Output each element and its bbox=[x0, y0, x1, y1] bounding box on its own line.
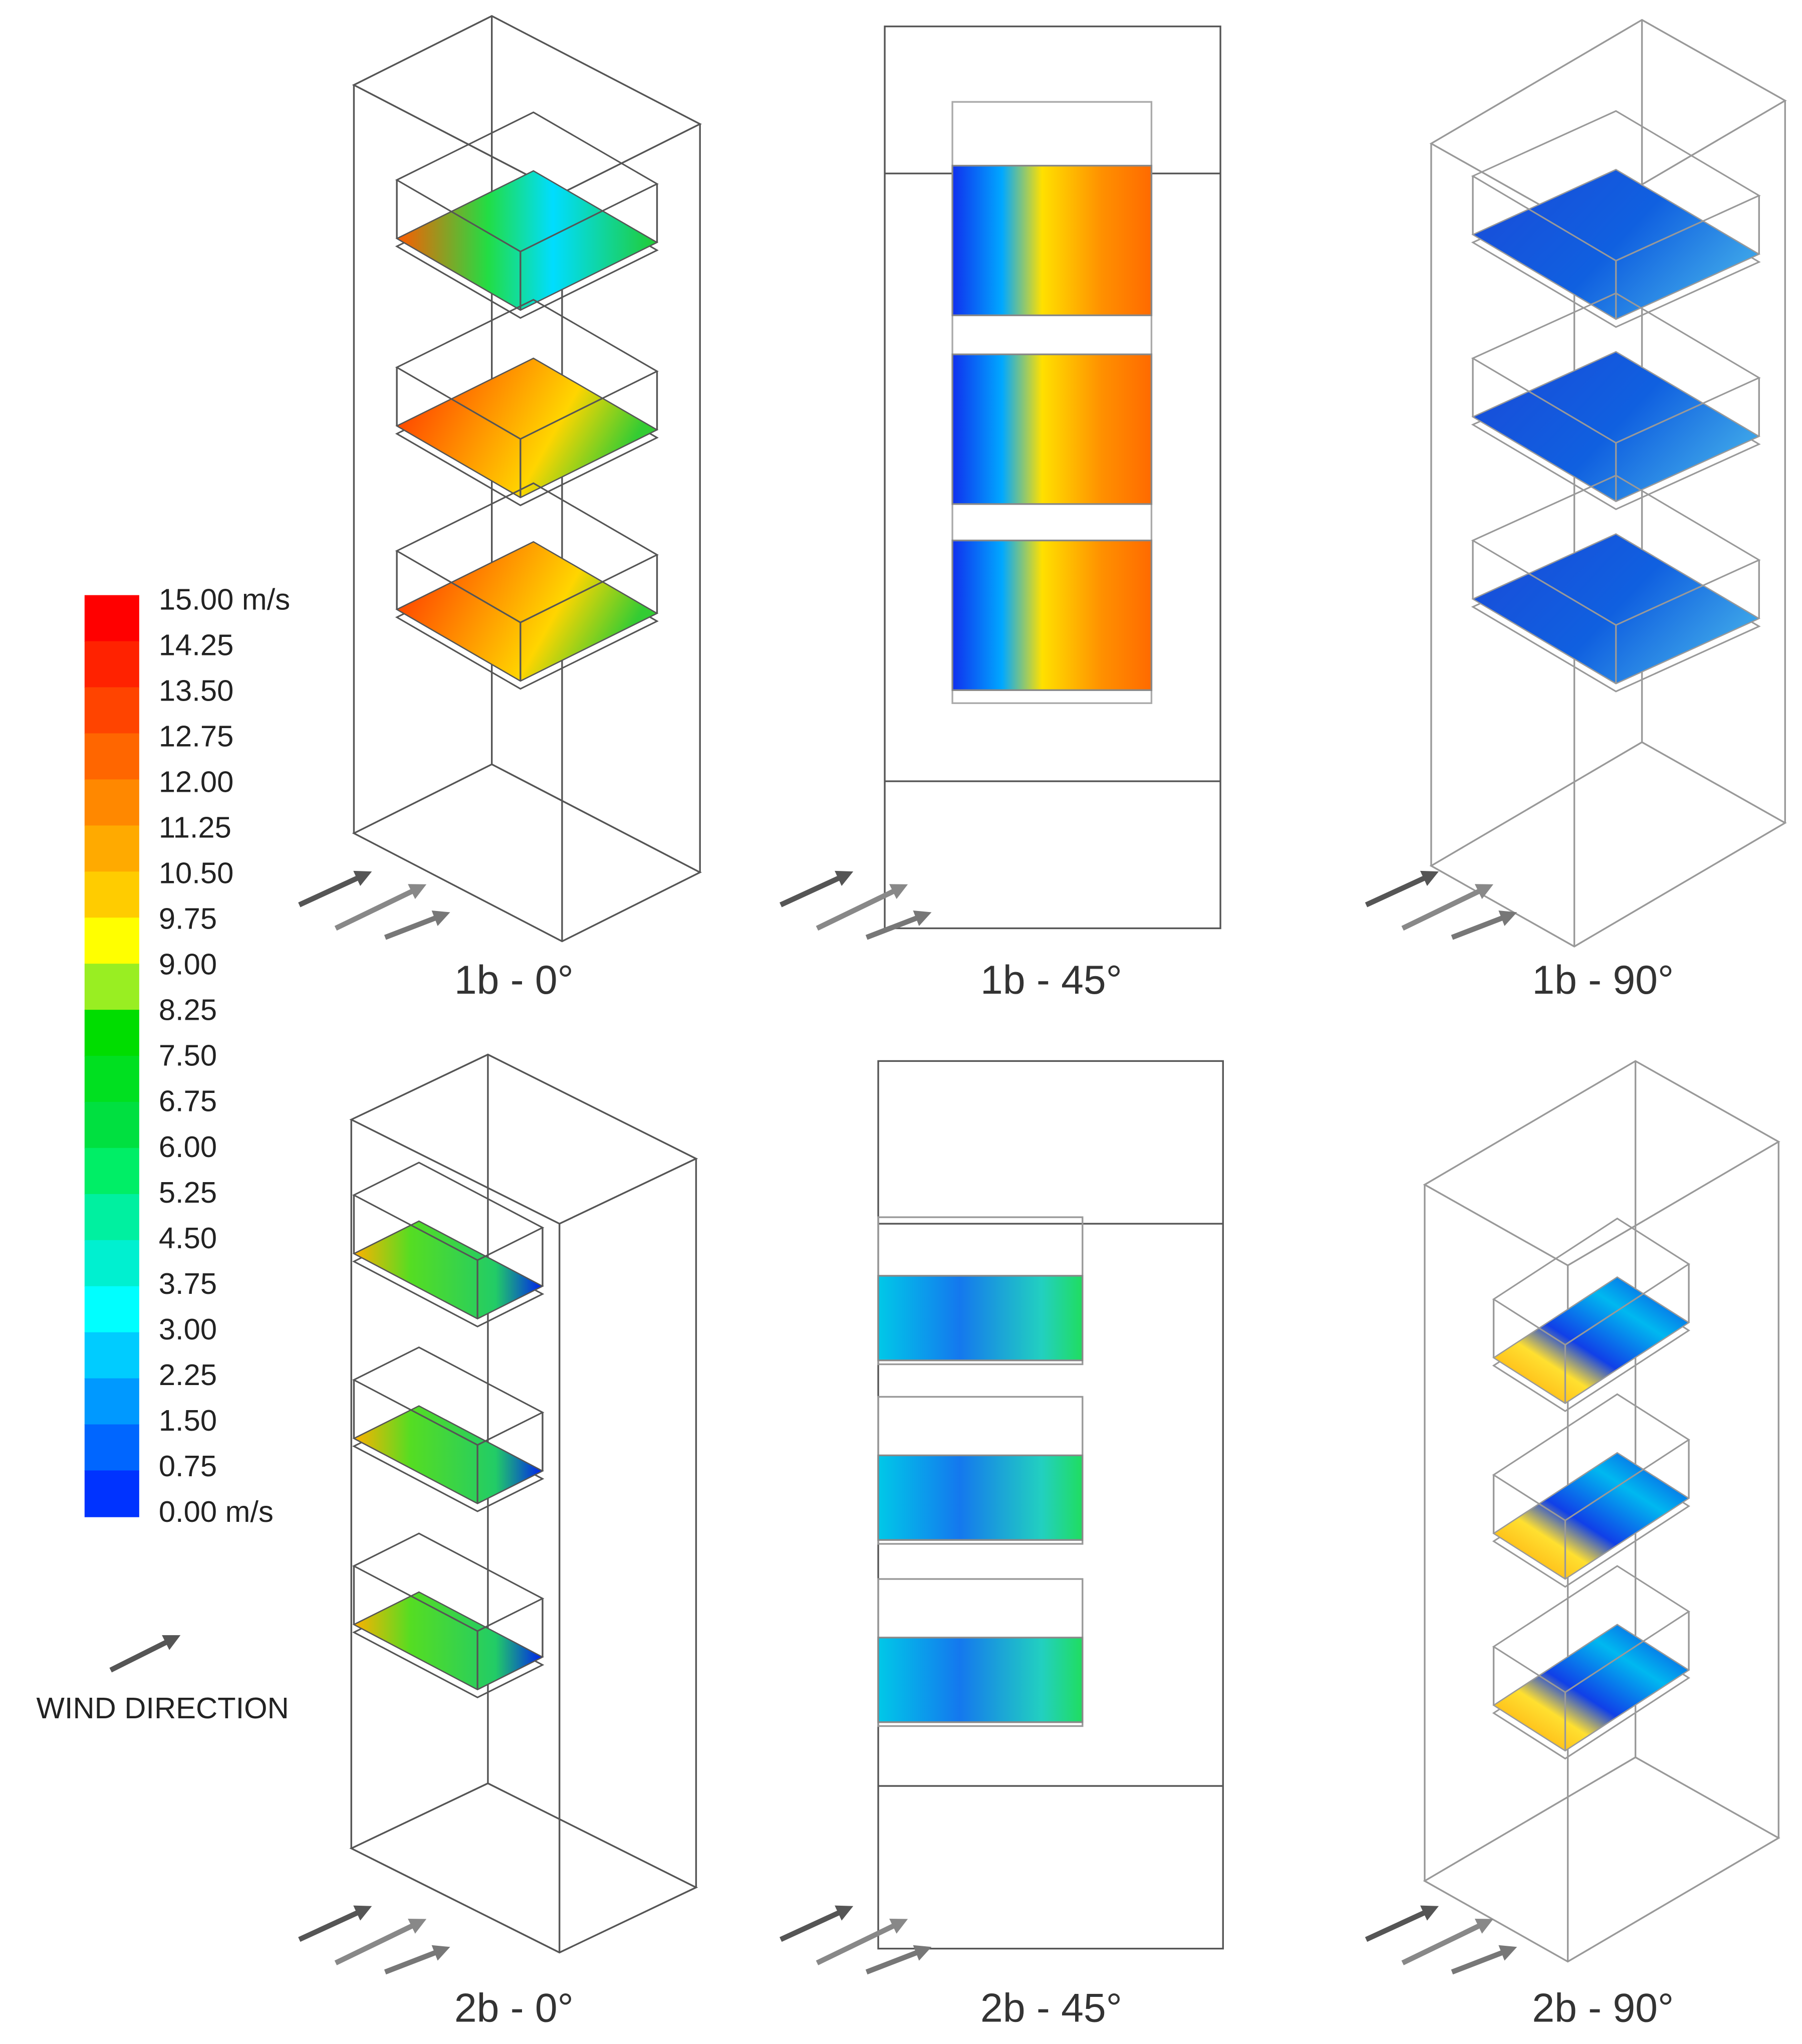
legend-label: 0.75 bbox=[159, 1449, 217, 1483]
box-edge bbox=[352, 15, 702, 194]
legend-swatch bbox=[84, 918, 139, 965]
wind-arrow bbox=[1451, 911, 1517, 940]
velocity-field bbox=[951, 539, 1153, 691]
legend-swatch bbox=[84, 1332, 139, 1379]
legend-label: 5.25 bbox=[159, 1176, 217, 1209]
box-edge bbox=[349, 1053, 698, 1225]
legend-swatch bbox=[84, 871, 139, 919]
wind-direction-label: WIND DIRECTION bbox=[37, 1691, 289, 1725]
wind-arrow bbox=[384, 911, 450, 940]
panel-label: 1b - 45° bbox=[980, 958, 1122, 1003]
panel-label: 1b - 0° bbox=[454, 958, 574, 1003]
panel-label: 2b - 0° bbox=[454, 1986, 574, 2031]
wind-arrow bbox=[109, 1635, 181, 1673]
wind-arrow bbox=[1451, 1945, 1517, 1975]
velocity-field bbox=[877, 1637, 1084, 1723]
wind-arrow bbox=[298, 870, 372, 907]
panel-label: 2b - 45° bbox=[980, 1986, 1122, 2031]
velocity-field bbox=[352, 1591, 544, 1691]
wind-arrow bbox=[384, 1945, 450, 1975]
legend-label: 10.50 bbox=[159, 856, 233, 890]
legend-swatch bbox=[84, 825, 139, 872]
wind-arrow bbox=[780, 1905, 854, 1942]
building-outline bbox=[884, 26, 1221, 930]
wind-arrow bbox=[1365, 1905, 1439, 1942]
velocity-field bbox=[395, 170, 659, 311]
legend-label: 3.75 bbox=[159, 1267, 217, 1300]
legend-swatch bbox=[84, 1148, 139, 1195]
legend-swatch bbox=[84, 1194, 139, 1241]
legend-label: 12.75 bbox=[159, 720, 233, 753]
box-edge bbox=[349, 1782, 698, 1954]
legend-label: 6.00 bbox=[159, 1130, 217, 1164]
legend-label: 14.25 bbox=[159, 628, 233, 661]
legend-swatch bbox=[84, 1286, 139, 1333]
legend-label: 6.75 bbox=[159, 1084, 217, 1118]
wind-arrow bbox=[1401, 1918, 1493, 1965]
wind-arrow bbox=[865, 1945, 932, 1975]
velocity-field bbox=[951, 164, 1153, 316]
wind-arrow bbox=[298, 1905, 372, 1942]
wind-arrow bbox=[816, 884, 908, 931]
legend-label: 15.00 m/s bbox=[159, 582, 290, 616]
velocity-field bbox=[877, 1454, 1084, 1541]
velocity-field bbox=[352, 1220, 544, 1320]
legend-swatch bbox=[84, 733, 139, 780]
legend-swatch bbox=[84, 595, 139, 642]
velocity-field bbox=[352, 1405, 544, 1504]
legend-swatch bbox=[84, 1056, 139, 1103]
wind-arrow bbox=[334, 884, 427, 931]
wind-arrow bbox=[780, 870, 854, 907]
legend-swatch bbox=[84, 1240, 139, 1287]
legend-label: 12.00 bbox=[159, 765, 233, 799]
box-edge bbox=[1423, 1060, 1780, 1267]
velocity-field bbox=[951, 353, 1153, 505]
legend-swatch bbox=[84, 1101, 139, 1149]
velocity-field bbox=[395, 541, 659, 682]
legend-label: 1.50 bbox=[159, 1404, 217, 1437]
velocity-field bbox=[395, 357, 659, 499]
wind-arrow bbox=[1401, 884, 1493, 931]
legend-swatch bbox=[84, 641, 139, 688]
legend-label: 3.00 bbox=[159, 1312, 217, 1346]
legend-label: 0.00 m/s bbox=[159, 1495, 274, 1528]
wind-arrow bbox=[816, 1918, 908, 1965]
legend-swatch bbox=[84, 687, 139, 734]
legend-label: 9.75 bbox=[159, 902, 217, 936]
legend-swatch bbox=[84, 1378, 139, 1425]
box-edge bbox=[352, 763, 702, 943]
wind-arrow bbox=[1365, 870, 1439, 907]
legend-swatch bbox=[84, 1424, 139, 1471]
wind-arrow bbox=[334, 1918, 427, 1965]
panel-label: 1b - 90° bbox=[1532, 958, 1674, 1003]
legend-label: 4.50 bbox=[159, 1221, 217, 1255]
panels: 1b - 0° 1b - 45° 1b - 90° 2b - 0° 2b - 45° 2b… bbox=[298, 15, 1787, 2031]
panel-label: 2b - 90° bbox=[1532, 1986, 1674, 2031]
legend-swatch bbox=[84, 779, 139, 826]
legend-label: 8.25 bbox=[159, 993, 217, 1027]
legend-swatch bbox=[84, 1010, 139, 1057]
legend-label: 2.25 bbox=[159, 1358, 217, 1392]
legend-label: 11.25 bbox=[159, 811, 231, 844]
legend-swatch bbox=[84, 1470, 139, 1517]
legend: 15.00 m/s 14.25 13.50 12.75 12.00 11.25 10.50 9… bbox=[84, 582, 290, 1673]
legend-label: 7.50 bbox=[159, 1039, 217, 1072]
legend-label: 13.50 bbox=[159, 673, 233, 707]
velocity-field bbox=[877, 1275, 1084, 1361]
box-edge bbox=[1429, 741, 1787, 948]
box-edge bbox=[1423, 1756, 1780, 1963]
legend-label: 9.00 bbox=[159, 948, 217, 981]
legend-swatch bbox=[84, 964, 139, 1011]
wind-arrow bbox=[865, 911, 932, 940]
